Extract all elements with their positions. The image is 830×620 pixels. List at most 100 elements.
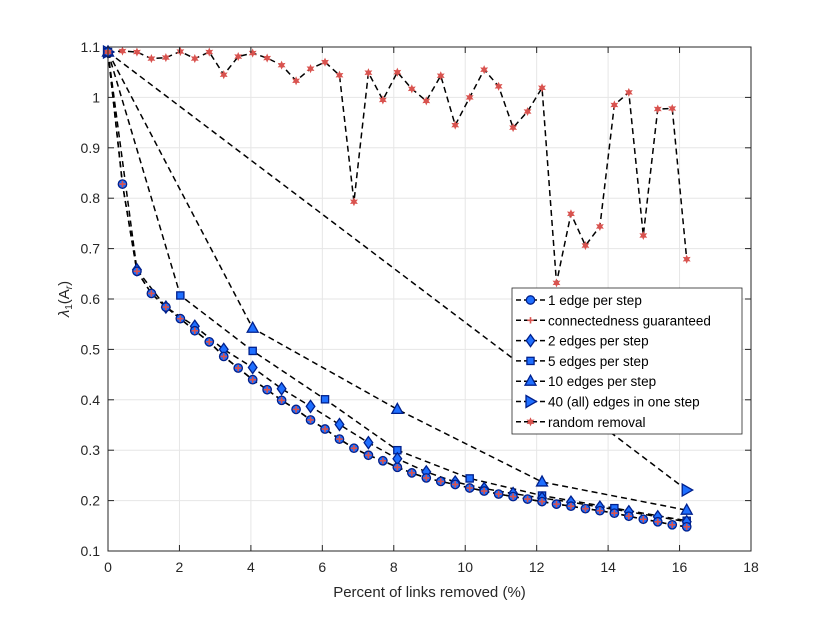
data-point — [669, 521, 676, 528]
data-point — [436, 71, 445, 81]
data-point — [219, 70, 228, 80]
data-point — [177, 315, 184, 322]
data-point — [148, 290, 155, 297]
legend-label: connectedness guaranteed — [548, 313, 711, 328]
data-point — [379, 457, 387, 464]
legend-entries: 1 edge per step connectedness guaranteed 2… — [516, 293, 711, 430]
data-point — [277, 60, 286, 70]
data-point — [263, 386, 271, 393]
data-point — [364, 68, 373, 78]
legend-marker — [525, 295, 536, 305]
legend-entry: 10 edges per step — [516, 373, 656, 389]
data-point — [205, 47, 214, 57]
y-tick-label: 0.5 — [81, 341, 101, 357]
data-point — [437, 478, 444, 485]
data-point — [407, 84, 416, 94]
y-axis-label-close: ) — [56, 281, 73, 286]
data-point — [422, 96, 431, 106]
data-point — [306, 64, 315, 74]
data-point — [119, 180, 126, 188]
data-point — [235, 364, 242, 372]
data-point — [582, 505, 589, 512]
legend-label: 40 (all) edges in one step — [548, 395, 700, 410]
y-axis-label: λ1(Ar) — [56, 281, 75, 318]
legend-label: 5 edges per step — [548, 354, 649, 369]
legend-marker — [526, 417, 535, 427]
data-point — [378, 95, 387, 105]
x-tick-label: 18 — [743, 559, 759, 575]
data-point — [161, 53, 170, 63]
series-line-random-removal — [107, 50, 688, 284]
data-point — [118, 46, 127, 56]
series-markers-random-removal — [104, 46, 691, 288]
data-point — [681, 482, 695, 498]
legend-entry: 40 (all) edges in one step — [516, 394, 700, 410]
data-point — [596, 507, 604, 514]
y-tick-label: 0.7 — [81, 241, 101, 257]
x-tick-label: 14 — [600, 559, 616, 575]
y-tick-label: 0.3 — [81, 442, 101, 458]
data-point — [278, 397, 285, 404]
data-point — [552, 278, 561, 288]
data-point — [336, 435, 343, 443]
data-point — [363, 435, 374, 450]
y-tick-label: 0.1 — [81, 543, 101, 559]
x-tick-label: 10 — [457, 559, 473, 575]
tick-labels: 0 2 4 6 8 10 12 14 16 18 0.1 0.2 0.3 0.4 0.5 0.6 0.7 0.8 0… — [81, 39, 759, 575]
data-point — [320, 395, 330, 404]
data-point — [523, 106, 532, 117]
series-random-removal — [107, 50, 688, 284]
y-tick-label: 1.1 — [81, 39, 101, 55]
data-point — [249, 376, 256, 383]
axes-box — [107, 46, 752, 552]
legend-entry: 1 edge per step — [516, 293, 642, 308]
y-tick-label: 0.6 — [81, 291, 101, 307]
data-point — [451, 120, 460, 130]
data-point — [350, 444, 358, 452]
legend-label: 10 edges per step — [548, 374, 656, 389]
x-tick-label: 4 — [247, 559, 255, 575]
x-tick-label: 6 — [318, 559, 326, 575]
legend-marker — [526, 356, 535, 366]
series-markers-connectedness-guaranteed — [104, 48, 690, 531]
data-point — [390, 402, 404, 415]
data-point — [654, 518, 661, 525]
data-point — [176, 291, 185, 300]
y-tick-label: 0.2 — [81, 493, 101, 509]
legend-entry: random removal — [516, 415, 646, 430]
x-tick-label: 2 — [176, 559, 184, 575]
data-point — [683, 523, 690, 531]
data-point — [206, 338, 213, 346]
data-point — [595, 221, 604, 231]
y-axis-label-arg: (A — [56, 289, 73, 304]
y-axis-label-lambda: λ — [56, 310, 73, 318]
data-point — [509, 493, 517, 500]
data-point — [246, 320, 260, 333]
data-point — [495, 490, 502, 498]
data-point — [682, 254, 691, 264]
data-point — [480, 487, 488, 495]
data-point — [321, 425, 329, 433]
data-point — [538, 498, 546, 505]
series-layer — [101, 44, 695, 532]
data-point — [567, 502, 575, 510]
data-point — [640, 516, 647, 523]
data-point — [292, 406, 300, 413]
axes — [107, 46, 752, 552]
data-point — [132, 47, 141, 57]
legend-label: 1 edge per step — [548, 293, 642, 308]
legend-marker — [523, 373, 538, 386]
data-point — [263, 53, 272, 63]
data-point — [365, 452, 372, 459]
x-tick-label: 16 — [672, 559, 688, 575]
y-tick-label: 0.4 — [81, 392, 101, 408]
data-point — [639, 230, 648, 241]
x-tick-label: 12 — [529, 559, 545, 575]
legend-entry: connectedness guaranteed — [516, 313, 711, 328]
data-point — [248, 346, 257, 356]
data-point — [567, 209, 575, 219]
data-point — [466, 484, 473, 492]
data-point — [247, 360, 258, 375]
data-point — [248, 48, 257, 58]
